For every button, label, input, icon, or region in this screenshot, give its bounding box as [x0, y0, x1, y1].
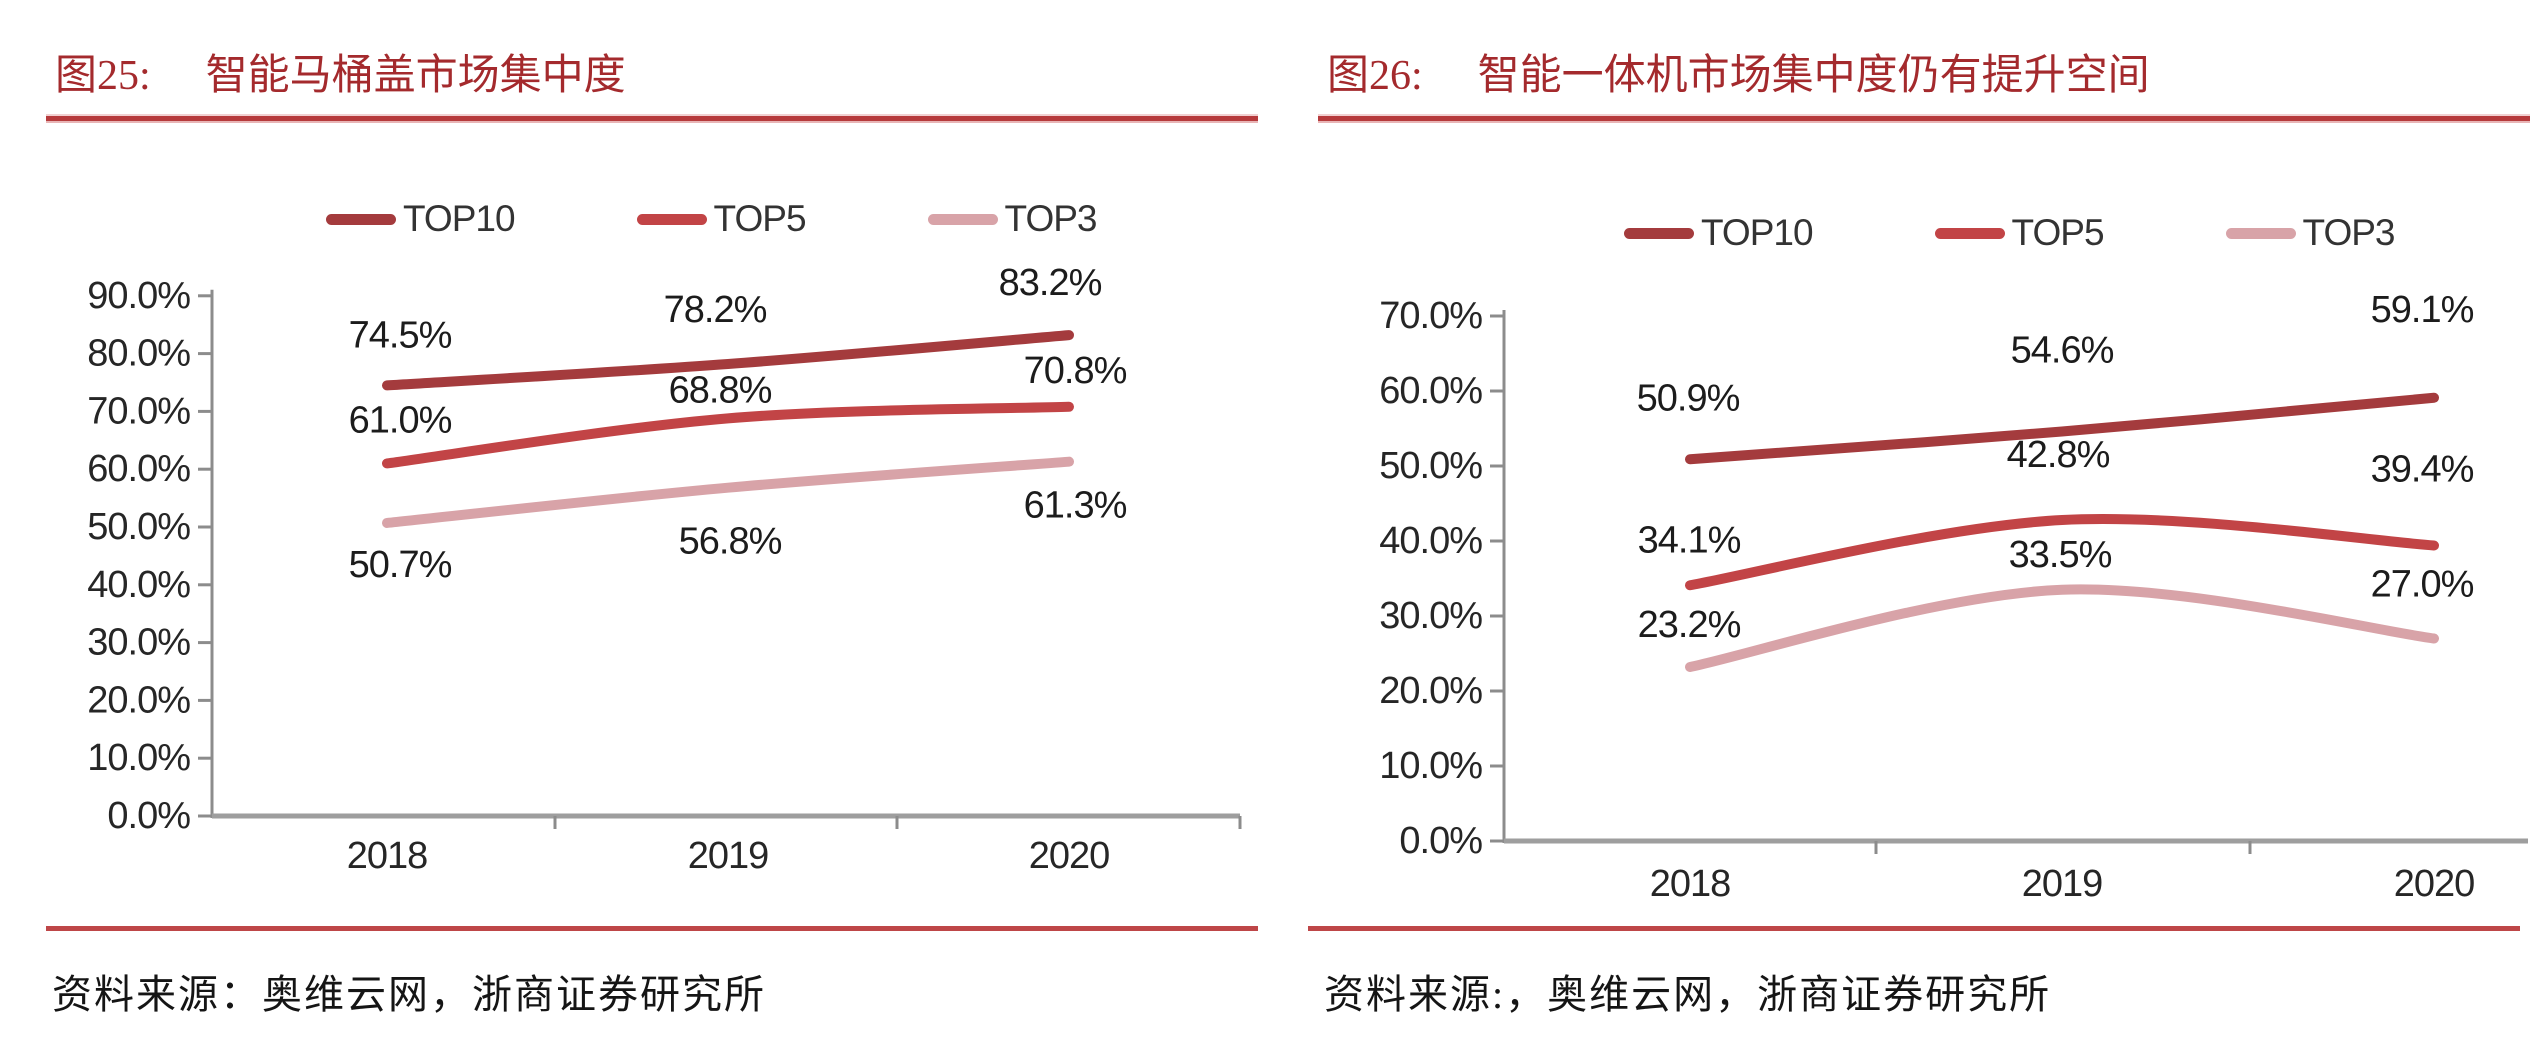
source-note: 资料来源：奥维云网，浙商证券研究所 — [52, 962, 766, 1020]
series-line-top3 — [1685, 584, 2439, 672]
x-tick-label: 2019 — [688, 835, 769, 877]
source-prefix: 资料来源： — [52, 972, 262, 1017]
legend-line-swatch — [326, 213, 396, 225]
data-label-top5: 42.8% — [2007, 434, 2110, 476]
source-text: 奥维云网，浙商证券研究所 — [1547, 972, 2052, 1017]
series-line-top3 — [382, 456, 1074, 528]
data-label-top3: 61.3% — [1024, 485, 1127, 527]
y-tick-label: 50.0% — [87, 506, 190, 548]
figure-number-label: 图25: — [55, 53, 151, 99]
figure-25-title: 图25: 智能马桶盖市场集中度 — [55, 50, 626, 102]
y-tick-label: 70.0% — [1379, 295, 1482, 337]
y-tick-label: 30.0% — [1379, 595, 1482, 637]
data-label-top5: 70.8% — [1024, 350, 1127, 392]
data-label-top10: 83.2% — [999, 262, 1102, 304]
data-label-top3: 33.5% — [2009, 534, 2112, 576]
legend-label: TOP3 — [1004, 198, 1098, 239]
y-tick-label: 60.0% — [87, 448, 190, 490]
legend-line-swatch — [2225, 227, 2296, 239]
y-tick-label: 20.0% — [1379, 670, 1482, 712]
figure-number-label: 图26: — [1327, 53, 1423, 99]
series-line-top10 — [382, 330, 1074, 391]
legend-item-top5: TOP5 — [636, 198, 807, 240]
legend-label: TOP10 — [1701, 212, 1814, 253]
source-note: 资料来源:，奥维云网，浙商证券研究所 — [1324, 962, 2051, 1020]
legend-line-swatch — [1624, 227, 1694, 239]
y-tick-label: 70.0% — [87, 390, 190, 432]
data-label-top3: 56.8% — [679, 521, 782, 563]
legend-label: TOP5 — [713, 198, 807, 239]
line-chart-figure-25: 0.0% 10.0% 20.0% 30.0% 40.0% 50.0% 60.0% 70.0% 8… — [87, 262, 1242, 877]
data-label-top10: 59.1% — [2371, 289, 2474, 331]
figure-26-title: 图26: 智能一体机市场集中度仍有提升空间 — [1327, 50, 2150, 102]
figure-title-text: 智能马桶盖市场集中度 — [205, 53, 626, 99]
title-divider-rule — [1318, 116, 2530, 121]
y-tick-label: 40.0% — [87, 564, 190, 606]
y-tick-label: 0.0% — [1399, 820, 1482, 862]
legend-item-top5: TOP5 — [1934, 212, 2105, 254]
figure-26-panel: 图26: 智能一体机市场集中度仍有提升空间 TOP10 TOP5 TOP3 0.0% 1… — [1272, 0, 2544, 1042]
source-divider-rule — [1308, 926, 2520, 931]
x-tick-label: 2018 — [347, 835, 428, 877]
data-label-top3: 50.7% — [349, 544, 452, 586]
legend-item-top3: TOP3 — [927, 198, 1098, 240]
source-text: 奥维云网，浙商证券研究所 — [262, 972, 766, 1017]
chart-legend: TOP10 TOP5 TOP3 — [326, 198, 1098, 240]
x-tick-label: 2020 — [2394, 863, 2475, 905]
legend-label: TOP3 — [2302, 212, 2396, 253]
y-tick-label: 10.0% — [1379, 745, 1482, 787]
data-label-top3: 23.2% — [1638, 604, 1741, 646]
y-tick-label: 30.0% — [87, 622, 190, 664]
data-label-top3: 27.0% — [2371, 564, 2474, 606]
y-tick-label: 10.0% — [87, 737, 190, 779]
data-label-top10: 78.2% — [664, 289, 767, 331]
title-divider-rule — [46, 116, 1258, 121]
series-line-top5 — [1685, 513, 2439, 591]
y-tick-label: 20.0% — [87, 679, 190, 721]
data-label-top10: 54.6% — [2011, 330, 2114, 372]
figure-title-text: 智能一体机市场集中度仍有提升空间 — [1477, 53, 2150, 99]
figure-25-panel: 图25: 智能马桶盖市场集中度 TOP10 TOP5 TOP3 0.0% 10.0% 20… — [46, 50, 1258, 1020]
y-tick-label: 80.0% — [87, 333, 190, 375]
y-tick-label: 50.0% — [1379, 445, 1482, 487]
data-label-top5: 39.4% — [2371, 449, 2474, 491]
data-label-top5: 34.1% — [1638, 519, 1741, 561]
chart-legend: TOP10 TOP5 TOP3 — [1624, 212, 2396, 254]
y-tick-label: 0.0% — [107, 795, 190, 837]
legend-label: TOP10 — [403, 198, 516, 239]
data-label-top5: 68.8% — [669, 369, 772, 411]
y-tick-label: 40.0% — [1379, 520, 1482, 562]
legend-item-top10: TOP10 — [1624, 212, 1814, 254]
y-tick-label: 60.0% — [1379, 370, 1482, 412]
x-tick-label: 2020 — [1029, 835, 1110, 877]
legend-line-swatch — [927, 213, 998, 225]
legend-line-swatch — [636, 213, 707, 225]
source-divider-rule — [46, 926, 1258, 931]
source-prefix: 资料来源:， — [1324, 972, 1548, 1017]
series-line-top5 — [382, 401, 1074, 469]
legend-line-swatch — [1934, 227, 2005, 239]
legend-item-top10: TOP10 — [326, 198, 516, 240]
series-line-top10 — [1685, 392, 2439, 465]
x-tick-label: 2019 — [2022, 863, 2103, 905]
y-tick-label: 90.0% — [87, 275, 190, 317]
legend-item-top3: TOP3 — [2225, 212, 2396, 254]
data-label-top10: 74.5% — [349, 314, 452, 356]
line-chart-figure-26: 0.0% 10.0% 20.0% 30.0% 40.0% 50.0% 60.0% 70.0% 2… — [1379, 289, 2528, 905]
x-tick-label: 2018 — [1650, 863, 1731, 905]
data-label-top5: 61.0% — [349, 399, 452, 441]
data-label-top10: 50.9% — [1637, 377, 1740, 419]
legend-label: TOP5 — [2011, 212, 2105, 253]
